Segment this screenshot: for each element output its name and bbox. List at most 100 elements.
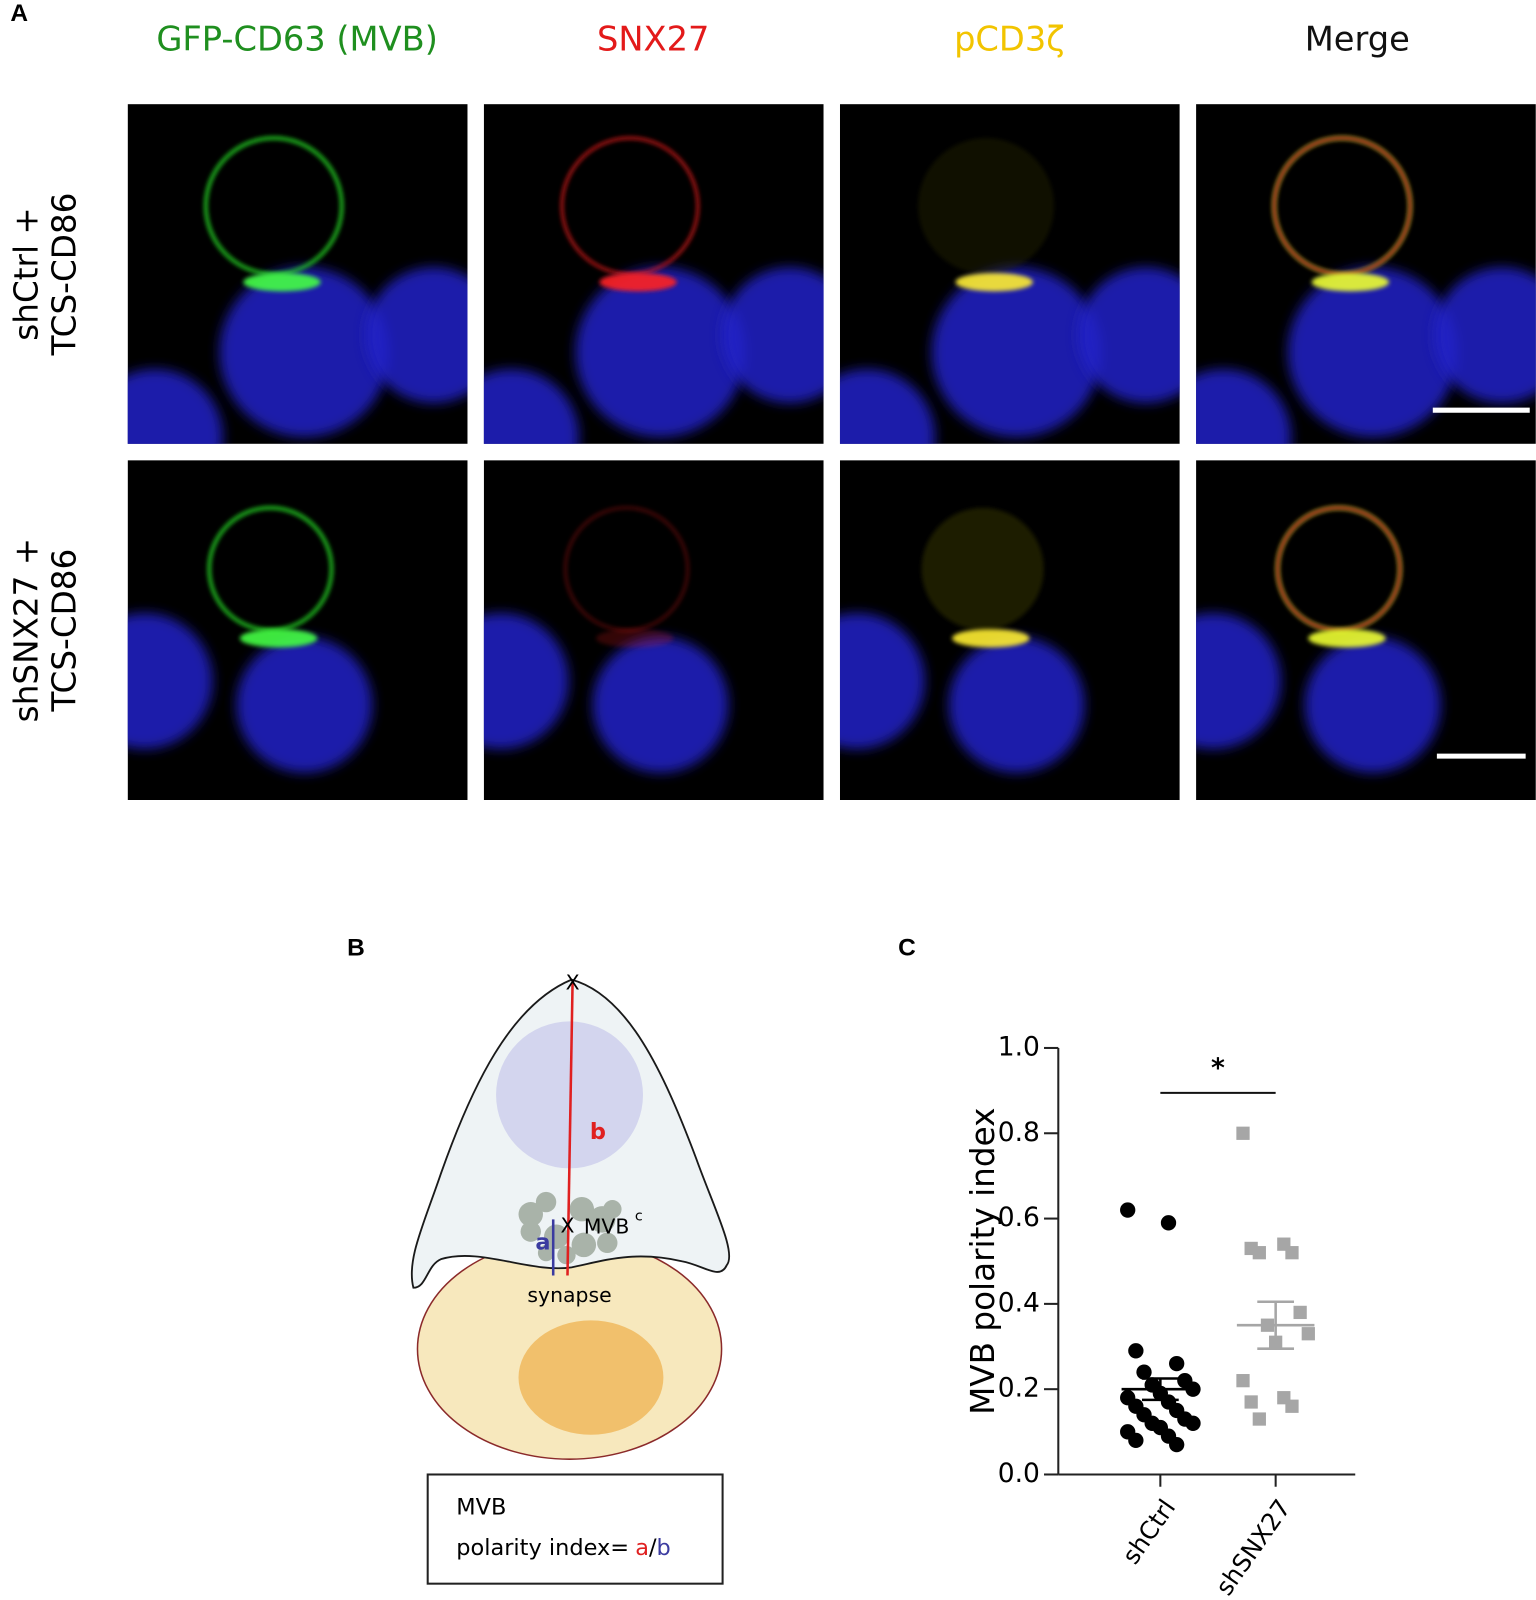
a-label: a <box>535 1229 550 1255</box>
y-tick-label: 1.0 <box>998 1031 1040 1062</box>
micrograph <box>127 104 468 444</box>
column-header: pCD3ζ <box>954 19 1065 58</box>
data-point <box>1301 1327 1315 1341</box>
cell-membrane <box>921 507 1044 631</box>
apc-cell <box>365 267 468 404</box>
formula-box <box>426 1473 724 1585</box>
data-point <box>1252 1412 1266 1426</box>
apc-cell <box>948 636 1085 773</box>
apc-cell <box>839 613 925 750</box>
data-point <box>1244 1395 1258 1409</box>
apc-cell <box>1196 369 1292 444</box>
marker: X <box>566 971 580 995</box>
y-tick-label: 0.0 <box>998 1458 1040 1489</box>
y-axis-label: MVB polarity index <box>964 1108 1002 1415</box>
synapse-signal <box>955 272 1033 292</box>
micrograph-content <box>839 460 1180 800</box>
formula-slash: / <box>649 1534 657 1560</box>
panel-label: B <box>347 934 365 961</box>
synapse-signal <box>239 629 318 648</box>
significance-label: * <box>1211 1053 1225 1084</box>
apc-cell <box>592 636 729 773</box>
apc-cell <box>127 613 213 750</box>
synapse-signal <box>599 272 677 292</box>
micrograph-content <box>483 460 824 800</box>
micrograph-content <box>483 104 824 444</box>
apc-cell <box>483 369 579 444</box>
synapse-signal <box>1308 629 1386 648</box>
x-tick-label: shSNX27 <box>1210 1494 1297 1600</box>
data-point <box>1293 1305 1307 1320</box>
micrograph-content <box>127 460 468 800</box>
micrograph-content <box>127 104 468 444</box>
data-point <box>1285 1246 1299 1260</box>
row-label: TCS-CD86 <box>45 193 83 357</box>
column-header: Merge <box>1305 19 1410 58</box>
b-line <box>566 981 574 1276</box>
column-header: GFP-CD63 (MVB) <box>156 19 438 58</box>
apc-cell <box>575 267 746 438</box>
formula-text: polarity index= a/b <box>456 1534 670 1560</box>
micrograph <box>483 460 824 800</box>
apc-cell <box>721 267 824 404</box>
data-point <box>1252 1246 1266 1260</box>
formula-text: MVB <box>456 1495 506 1521</box>
panel-label: C <box>898 934 916 961</box>
y-tick-label: 0.6 <box>998 1202 1040 1233</box>
apc-cell <box>1077 267 1180 404</box>
column-header: SNX27 <box>597 19 709 58</box>
data-point <box>1169 1355 1185 1372</box>
panel-label: A <box>10 0 28 27</box>
data-point <box>1160 1215 1177 1231</box>
cell-membrane <box>918 138 1055 274</box>
panel-c: C MVB polarity index 0.0 0.2 0.4 0.6 0.8 1.0 s… <box>898 934 1356 1600</box>
marker: X <box>560 1214 574 1238</box>
row-label: shSNX27 + <box>8 538 46 722</box>
data-point <box>1236 1374 1250 1388</box>
apc-cell <box>1304 636 1441 773</box>
y-tick-label: 0.4 <box>998 1287 1040 1318</box>
micrograph <box>1196 460 1536 800</box>
formula-b: b <box>657 1534 671 1560</box>
synapse-label: synapse <box>527 1283 611 1307</box>
micrograph-content <box>839 104 1180 444</box>
data-point <box>1128 1343 1144 1359</box>
micrograph-content <box>1196 460 1536 800</box>
micrograph <box>483 104 824 444</box>
apc-cell <box>483 613 569 750</box>
data-point <box>1128 1432 1144 1449</box>
data-point <box>1236 1126 1250 1140</box>
panel-b: B X b a X MVB c synapse MVB polarity ind… <box>347 934 731 1585</box>
formula-a: a <box>635 1534 649 1560</box>
x-tick-label: shCtrl <box>1116 1494 1181 1569</box>
apc-cell <box>931 267 1102 438</box>
synapse-signal <box>1311 272 1390 292</box>
data-point <box>1185 1415 1201 1431</box>
mvb-superscript: c <box>635 1208 643 1224</box>
micrograph <box>127 460 468 800</box>
apc-cell <box>127 369 223 444</box>
data-point <box>1136 1364 1152 1380</box>
micrograph <box>839 460 1180 800</box>
y-tick-label: 0.8 <box>998 1117 1040 1148</box>
apc-cell <box>1196 613 1281 750</box>
synapse-signal <box>243 272 321 292</box>
apc-cell <box>1433 267 1536 404</box>
data-point <box>1285 1399 1299 1413</box>
data-point <box>1120 1202 1136 1218</box>
synapse-signal <box>952 629 1030 648</box>
mvb-label: MVB <box>584 1215 630 1239</box>
formula-text: polarity index= <box>456 1534 629 1560</box>
micrograph-content <box>1196 104 1536 444</box>
micrograph <box>839 104 1180 444</box>
b-label: b <box>590 1119 606 1145</box>
apc-cell <box>219 267 390 438</box>
apc-cell <box>1287 267 1458 438</box>
row-label: TCS-CD86 <box>45 549 83 713</box>
apc-cell <box>839 369 936 444</box>
synapse-signal <box>595 629 674 648</box>
y-tick-label: 0.2 <box>998 1373 1040 1404</box>
